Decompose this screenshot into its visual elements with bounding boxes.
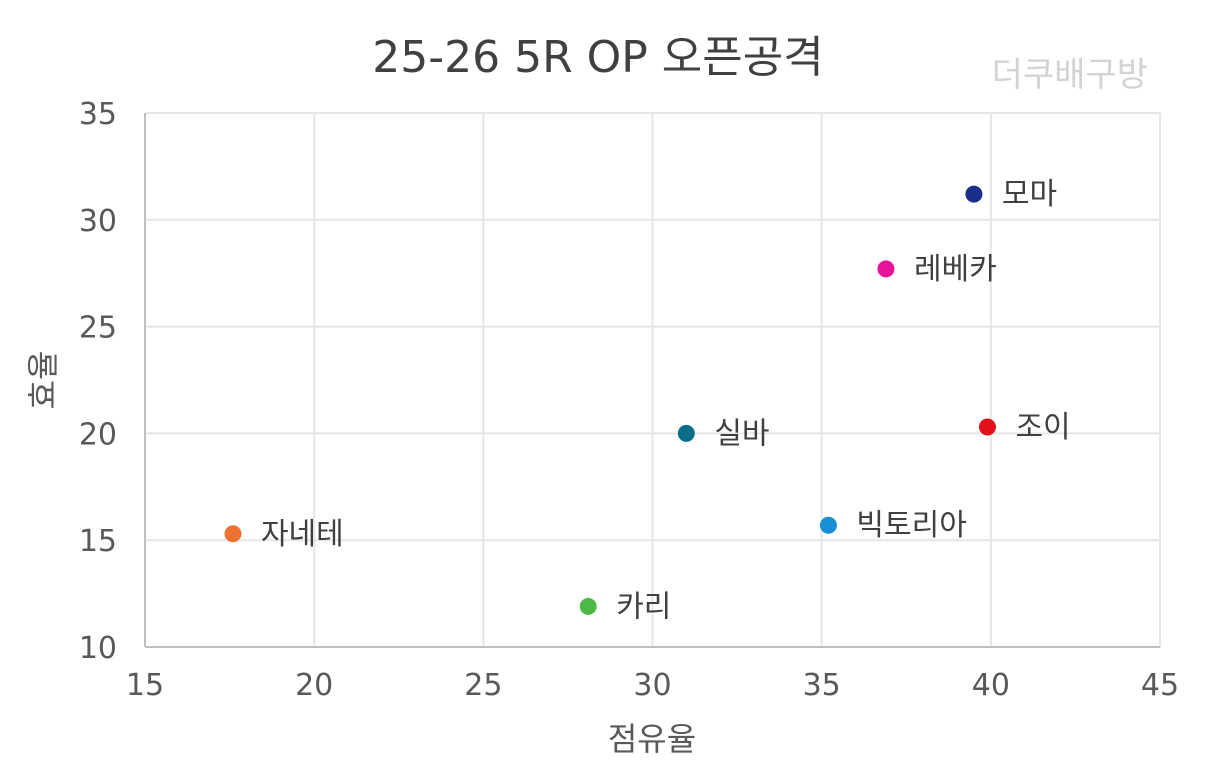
data-label: 자네테: [261, 517, 344, 552]
y-tick-label: 20: [79, 417, 117, 452]
data-point: [677, 424, 695, 442]
y-tick-label: 10: [79, 631, 117, 666]
chart-title: 25-26 5R OP 오픈공격: [372, 32, 823, 83]
data-point: [579, 597, 597, 615]
data-point: [224, 525, 242, 543]
data-point: [965, 185, 983, 203]
data-point: [819, 516, 837, 534]
x-axis-label: 점유율: [608, 720, 696, 758]
y-tick-label: 15: [79, 524, 117, 559]
data-point: [978, 418, 996, 436]
x-tick-label: 45: [1141, 668, 1179, 703]
data-label: 빅토리아: [856, 508, 966, 543]
tick-labels: 15 20 25 30 35 40 45 10 15 20 25 30 35: [79, 97, 1179, 703]
x-tick-label: 15: [126, 668, 164, 703]
data-point: [877, 260, 895, 278]
grid: [145, 112, 1161, 647]
data-label: 조이: [1015, 410, 1070, 445]
x-tick-label: 20: [295, 668, 333, 703]
data-label: 카리: [616, 589, 671, 624]
data-label: 레베카: [914, 252, 997, 287]
x-tick-label: 40: [972, 668, 1010, 703]
x-tick-label: 30: [633, 668, 671, 703]
y-tick-label: 25: [79, 311, 117, 346]
y-tick-label: 35: [79, 97, 117, 132]
data-label: 모마: [1002, 177, 1057, 212]
y-axis-label: 효율: [24, 351, 62, 410]
axes: [144, 113, 1160, 648]
x-tick-label: 25: [464, 668, 502, 703]
x-tick-label: 35: [803, 668, 841, 703]
watermark: 더쿠배구방: [992, 55, 1148, 95]
data-label: 실바: [714, 416, 769, 451]
y-tick-label: 30: [79, 204, 117, 239]
